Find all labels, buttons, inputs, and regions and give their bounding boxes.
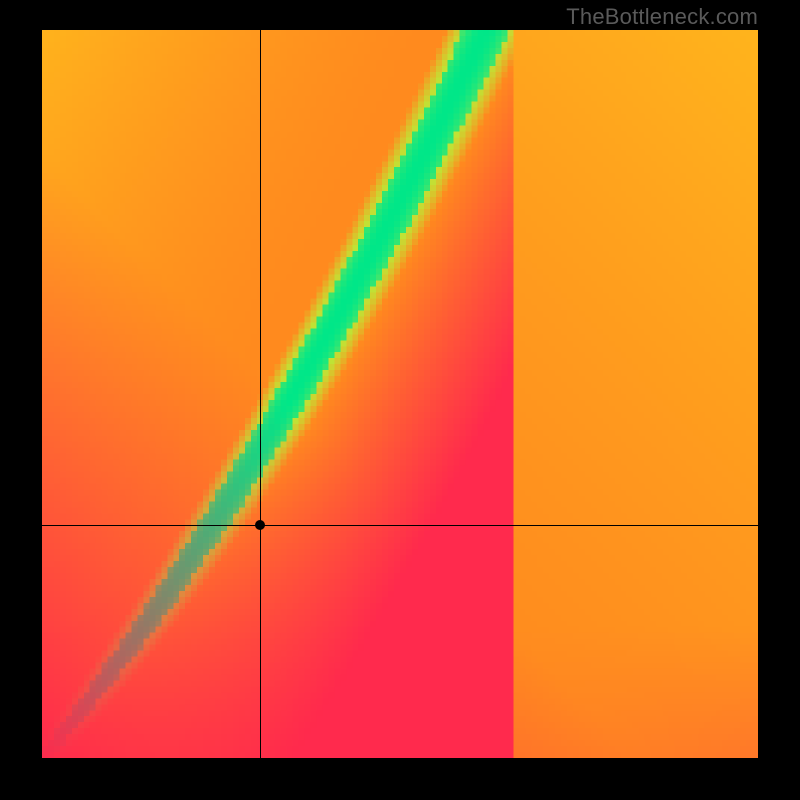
crosshair-horizontal (42, 525, 758, 526)
crosshair-vertical (260, 30, 261, 758)
bottleneck-heatmap (42, 30, 758, 758)
watermark-text: TheBottleneck.com (566, 4, 758, 30)
